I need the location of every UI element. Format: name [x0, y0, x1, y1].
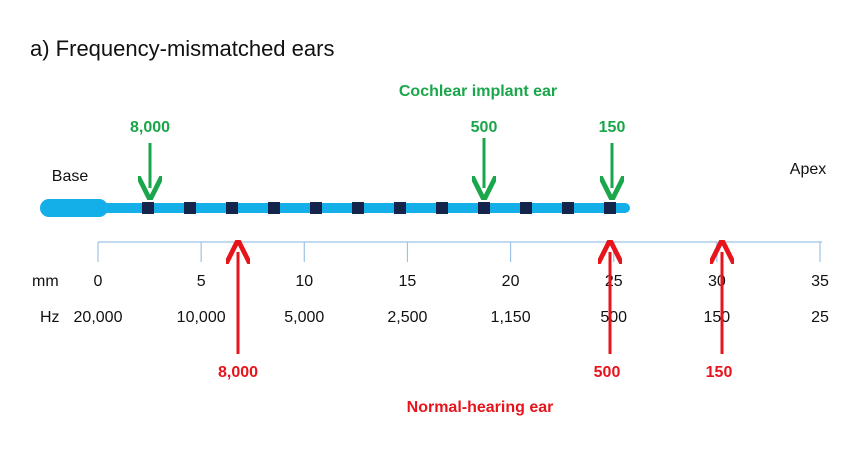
implant-arrow-label: 150 [599, 119, 626, 136]
mm-tick-label: 0 [94, 273, 103, 290]
mm-tick-label: 10 [295, 273, 313, 290]
hz-label: Hz [40, 309, 60, 326]
mm-tick-label: 25 [605, 273, 623, 290]
hz-tick-label: 10,000 [177, 309, 226, 326]
hz-tick-label: 500 [600, 309, 627, 326]
hz-tick-label: 25 [811, 309, 829, 326]
apex-label: Apex [790, 161, 826, 178]
normal-arrow-label: 500 [594, 364, 621, 381]
electrode [40, 199, 630, 217]
mm-tick-label: 20 [502, 273, 520, 290]
implant-arrow-label: 500 [471, 119, 498, 136]
implant-arrows [150, 138, 612, 188]
normal-arrow-label: 8,000 [218, 364, 258, 381]
mm-label: mm [32, 273, 59, 290]
hz-tick-label: 2,500 [387, 309, 427, 326]
title: a) Frequency-mismatched ears [30, 36, 334, 61]
normal-arrow-label: 150 [706, 364, 733, 381]
hz-tick-label: 1,150 [491, 309, 531, 326]
hz-tick-label: 5,000 [284, 309, 324, 326]
implant-arrow-label: 8,000 [130, 119, 170, 136]
mm-tick-label: 5 [197, 273, 206, 290]
base-label: Base [52, 168, 89, 185]
mm-tick-label: 35 [811, 273, 829, 290]
normal-label: Normal-hearing ear [407, 399, 554, 416]
implant-label: Cochlear implant ear [399, 83, 557, 100]
hz-tick-label: 20,000 [74, 309, 123, 326]
mm-tick-label: 15 [399, 273, 417, 290]
normal-arrows [238, 252, 722, 354]
hz-tick-label: 150 [704, 309, 731, 326]
